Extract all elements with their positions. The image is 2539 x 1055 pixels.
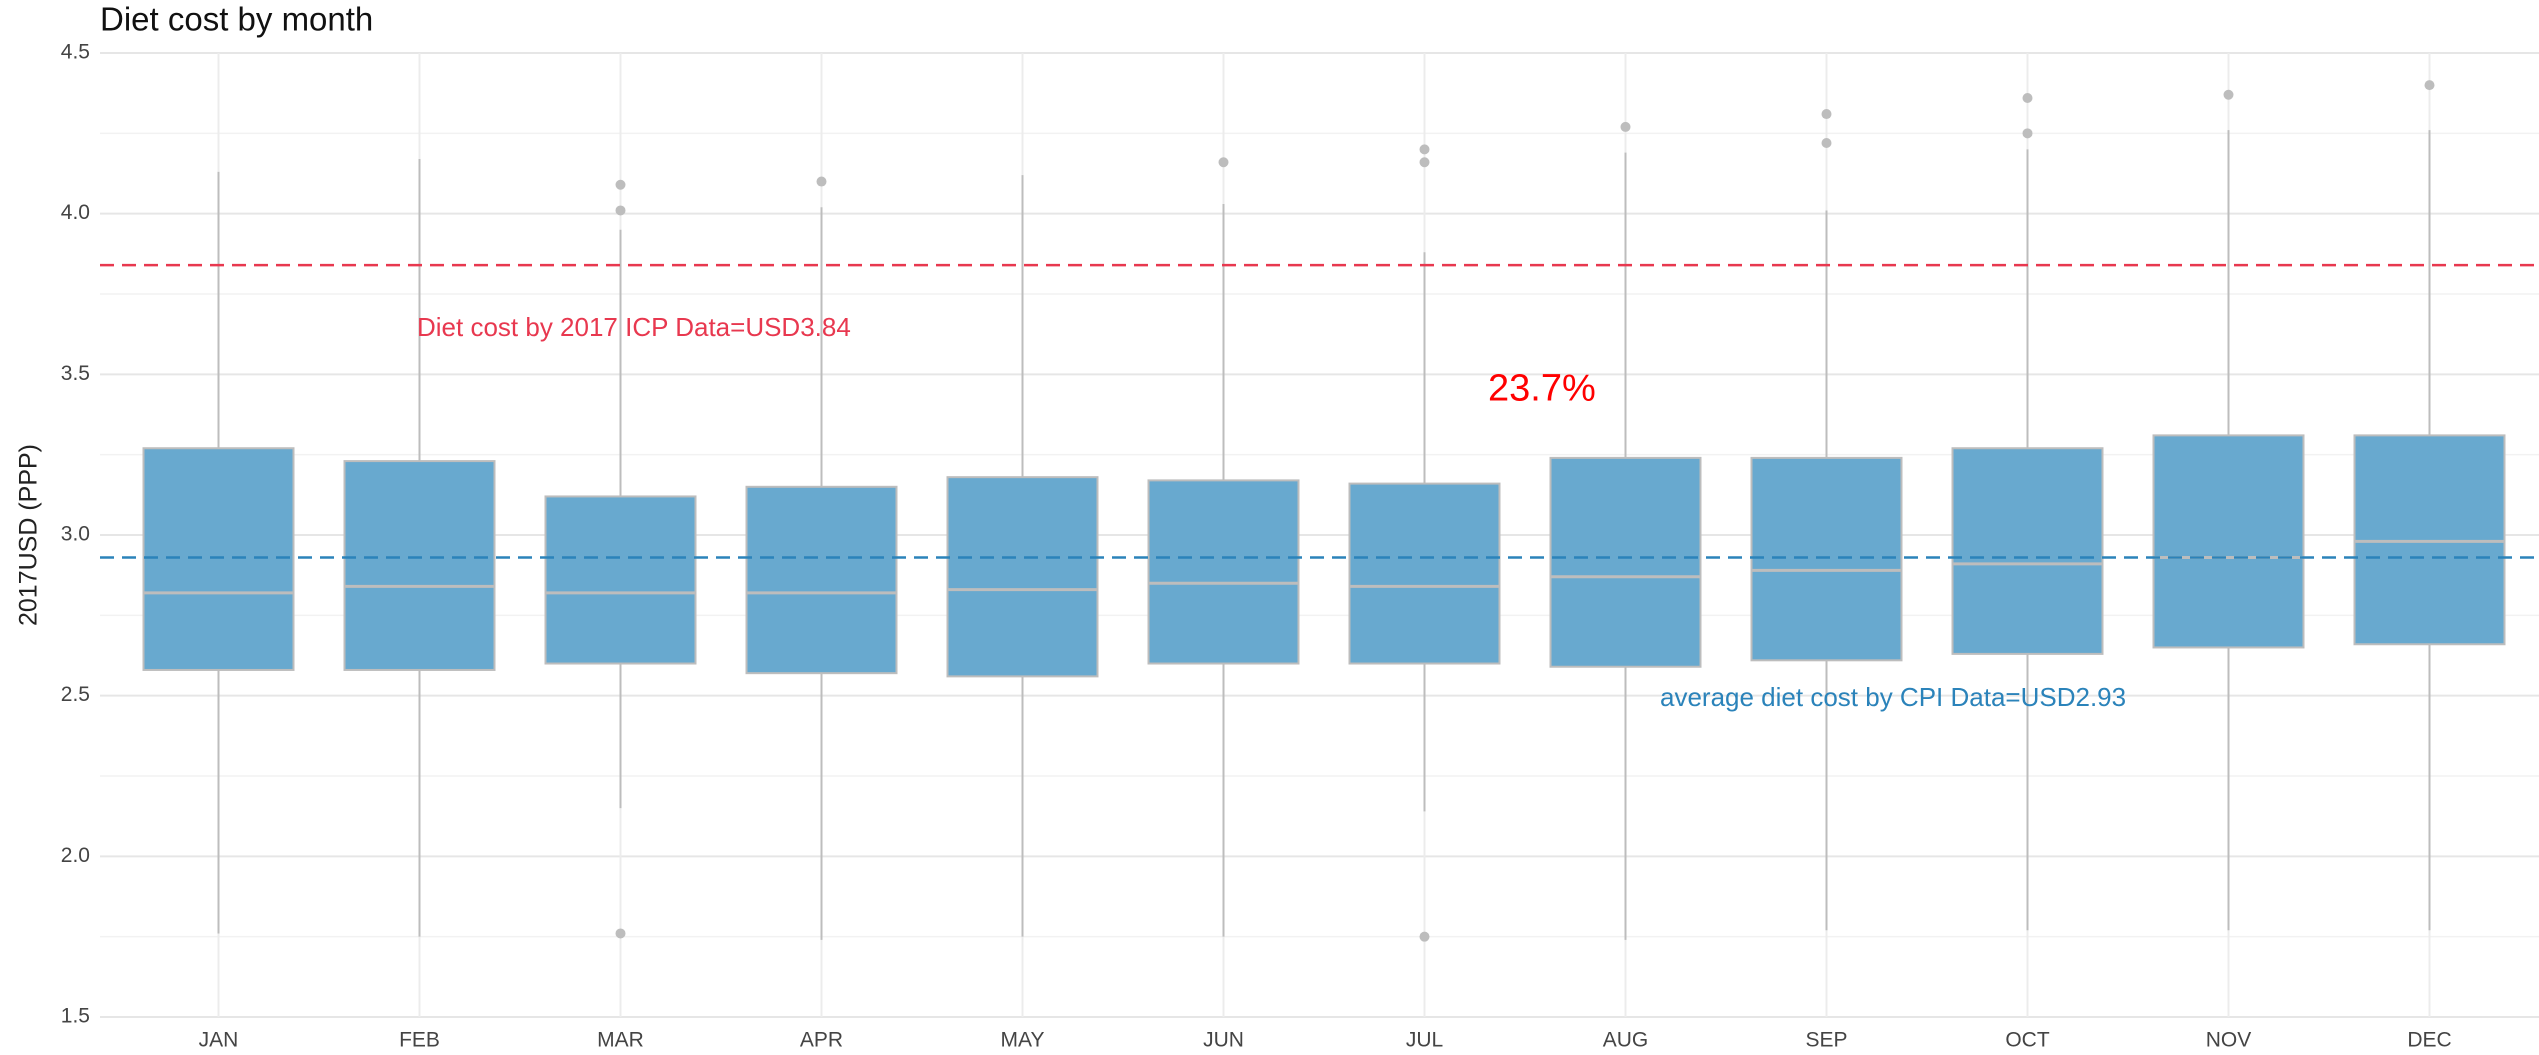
outlier — [2022, 92, 2033, 103]
box — [142, 447, 295, 671]
annotation: 23.7% — [1488, 367, 1596, 409]
x-tick-label: OCT — [2005, 1029, 2050, 1052]
outlier — [1419, 931, 1430, 942]
box — [2152, 434, 2305, 649]
box — [544, 495, 697, 665]
reference-label: average diet cost by CPI Data=USD2.93 — [1660, 682, 2126, 712]
y-tick-label: 2.5 — [61, 683, 90, 706]
x-tick-label: MAY — [1001, 1029, 1045, 1052]
x-tick-label: JUN — [1203, 1029, 1244, 1052]
y-tick-label: 1.5 — [61, 1005, 90, 1028]
outlier — [1620, 121, 1631, 132]
x-tick-label: SEP — [1805, 1029, 1847, 1052]
box — [2353, 434, 2506, 646]
y-tick-label: 2.0 — [61, 844, 90, 867]
x-tick-label: FEB — [399, 1029, 440, 1052]
x-tick-label: DEC — [2407, 1029, 2451, 1052]
y-axis-label: 2017USD (PPP) — [15, 444, 43, 626]
y-tick-label: 3.0 — [61, 523, 90, 546]
y-tick-label: 4.5 — [61, 41, 90, 64]
outlier — [1821, 137, 1832, 148]
x-tick-label: AUG — [1603, 1029, 1649, 1052]
x-tick-label: MAR — [597, 1029, 644, 1052]
box — [343, 460, 496, 671]
outlier — [615, 179, 626, 190]
box — [1147, 479, 1300, 665]
box — [1951, 447, 2104, 655]
outlier — [2022, 128, 2033, 139]
outlier — [1419, 157, 1430, 168]
y-tick-label: 3.5 — [61, 362, 90, 385]
chart-title: Diet cost by month — [100, 1, 373, 38]
x-tick-label: APR — [800, 1029, 843, 1052]
box — [745, 485, 898, 675]
outlier — [1821, 109, 1832, 120]
outlier — [2223, 89, 2234, 100]
outlier — [615, 928, 626, 939]
box — [1750, 456, 1903, 662]
outlier — [1218, 157, 1229, 168]
y-tick-label: 4.0 — [61, 201, 90, 224]
outlier — [1419, 144, 1430, 155]
outlier — [816, 176, 827, 187]
x-tick-label: NOV — [2206, 1029, 2252, 1052]
outlier — [2424, 80, 2435, 91]
outlier — [615, 205, 626, 216]
box — [1549, 456, 1702, 668]
box — [946, 476, 1099, 678]
box — [1348, 482, 1501, 665]
x-tick-label: JUL — [1406, 1029, 1443, 1052]
x-tick-label: JAN — [199, 1029, 239, 1052]
reference-label: Diet cost by 2017 ICP Data=USD3.84 — [417, 312, 851, 342]
